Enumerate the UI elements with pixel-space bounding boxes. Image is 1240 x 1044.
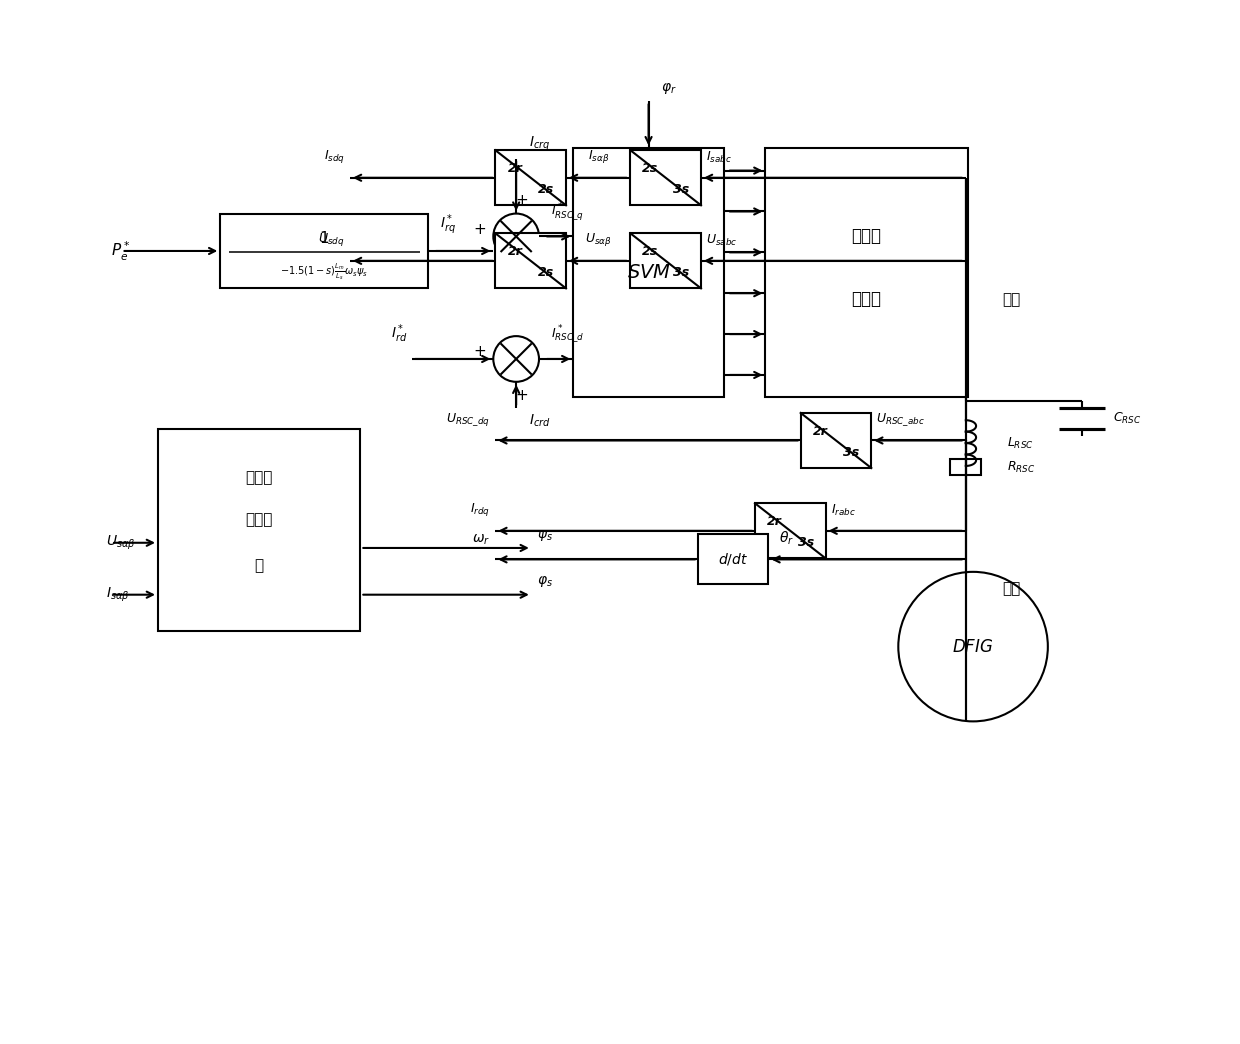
Bar [221, 214, 428, 288]
Text: $\theta_r$: $\theta_r$ [779, 529, 794, 547]
Text: $+$: $+$ [474, 221, 486, 237]
Text: 2s: 2s [642, 162, 658, 175]
Text: $I_{crq}$: $I_{crq}$ [528, 135, 549, 153]
Text: $+$: $+$ [515, 192, 528, 208]
Text: $\varphi_s$: $\varphi_s$ [537, 574, 553, 590]
Text: $I_{rdq}$: $I_{rdq}$ [470, 501, 490, 519]
Bar [630, 150, 701, 206]
Text: 2s: 2s [538, 184, 554, 196]
Text: 3s: 3s [797, 537, 813, 549]
Text: $I_{RSC\_q}^*$: $I_{RSC\_q}^*$ [552, 200, 584, 223]
Text: $P_e^*$: $P_e^*$ [112, 239, 130, 263]
Circle shape [494, 336, 539, 382]
Text: $R_{RSC}$: $R_{RSC}$ [1007, 459, 1035, 475]
Text: $SVM$: $SVM$ [626, 263, 671, 282]
Text: 3s: 3s [843, 446, 859, 459]
Circle shape [898, 572, 1048, 721]
Bar [157, 428, 361, 631]
Text: 器: 器 [254, 559, 264, 573]
Text: $L_{RSC}$: $L_{RSC}$ [1007, 435, 1034, 451]
Text: $C_{RSC}$: $C_{RSC}$ [1114, 410, 1142, 426]
Text: 2s: 2s [538, 266, 554, 280]
Text: $I_{s\alpha\beta}$: $I_{s\alpha\beta}$ [588, 148, 609, 165]
Text: $U_{s\alpha\beta}$: $U_{s\alpha\beta}$ [105, 533, 135, 552]
Text: 3s: 3s [673, 266, 689, 280]
Text: 2r: 2r [507, 245, 522, 258]
Text: $I_{rabc}$: $I_{rabc}$ [831, 503, 856, 519]
Text: $I_{sabc}$: $I_{sabc}$ [707, 150, 732, 165]
Bar [950, 458, 981, 475]
Text: $I_{crd}$: $I_{crd}$ [528, 413, 551, 429]
Text: $I_{rd}^*$: $I_{rd}^*$ [391, 323, 407, 346]
Text: 2r: 2r [768, 515, 782, 528]
Text: $-1.5(1-s)\frac{L_m}{L_s}\omega_s\psi_s$: $-1.5(1-s)\frac{L_m}{L_s}\omega_s\psi_s$ [280, 261, 368, 282]
Text: $+$: $+$ [474, 345, 486, 359]
Text: 2s: 2s [642, 245, 658, 258]
Text: $1$: $1$ [319, 231, 329, 246]
Text: $I_{s\alpha\beta}$: $I_{s\alpha\beta}$ [105, 586, 129, 603]
Text: $U_{RSC\_abc}$: $U_{RSC\_abc}$ [877, 411, 925, 428]
Bar [765, 148, 968, 398]
Text: $U_{sabc}$: $U_{sabc}$ [707, 233, 738, 248]
Circle shape [494, 214, 539, 259]
Text: 转子: 转子 [1002, 580, 1021, 596]
Text: 变换器: 变换器 [852, 290, 882, 308]
Text: $DFIG$: $DFIG$ [952, 638, 993, 656]
Bar [755, 503, 826, 559]
Text: $\psi_s$: $\psi_s$ [537, 528, 553, 543]
Text: 定子磁: 定子磁 [246, 471, 273, 485]
Text: 2r: 2r [507, 162, 522, 175]
Text: $I_{sdq}$: $I_{sdq}$ [324, 148, 345, 165]
Text: 转子侧: 转子侧 [852, 228, 882, 245]
Bar [496, 233, 565, 288]
Text: $U_{RSC\_dq}$: $U_{RSC\_dq}$ [446, 411, 490, 428]
Text: $U_{sdq}$: $U_{sdq}$ [319, 232, 345, 248]
Bar [698, 535, 769, 585]
Text: 通估定: 通估定 [246, 512, 273, 527]
Bar [630, 233, 701, 288]
Text: 2r: 2r [813, 425, 828, 437]
Text: 定子: 定子 [1002, 292, 1021, 307]
Text: $I_{RSC\_d}^*$: $I_{RSC\_d}^*$ [552, 324, 585, 346]
Bar [801, 413, 872, 468]
Text: $\varphi_r$: $\varphi_r$ [661, 81, 677, 96]
Text: $+$: $+$ [515, 387, 528, 403]
Text: $d/dt$: $d/dt$ [718, 551, 748, 567]
Text: 3s: 3s [673, 184, 689, 196]
Text: $\omega_r$: $\omega_r$ [472, 532, 490, 547]
Text: $I_{rq}^*$: $I_{rq}^*$ [440, 213, 456, 237]
Text: $U_{s\alpha\beta}$: $U_{s\alpha\beta}$ [585, 232, 611, 248]
Bar [573, 148, 724, 398]
Bar [496, 150, 565, 206]
